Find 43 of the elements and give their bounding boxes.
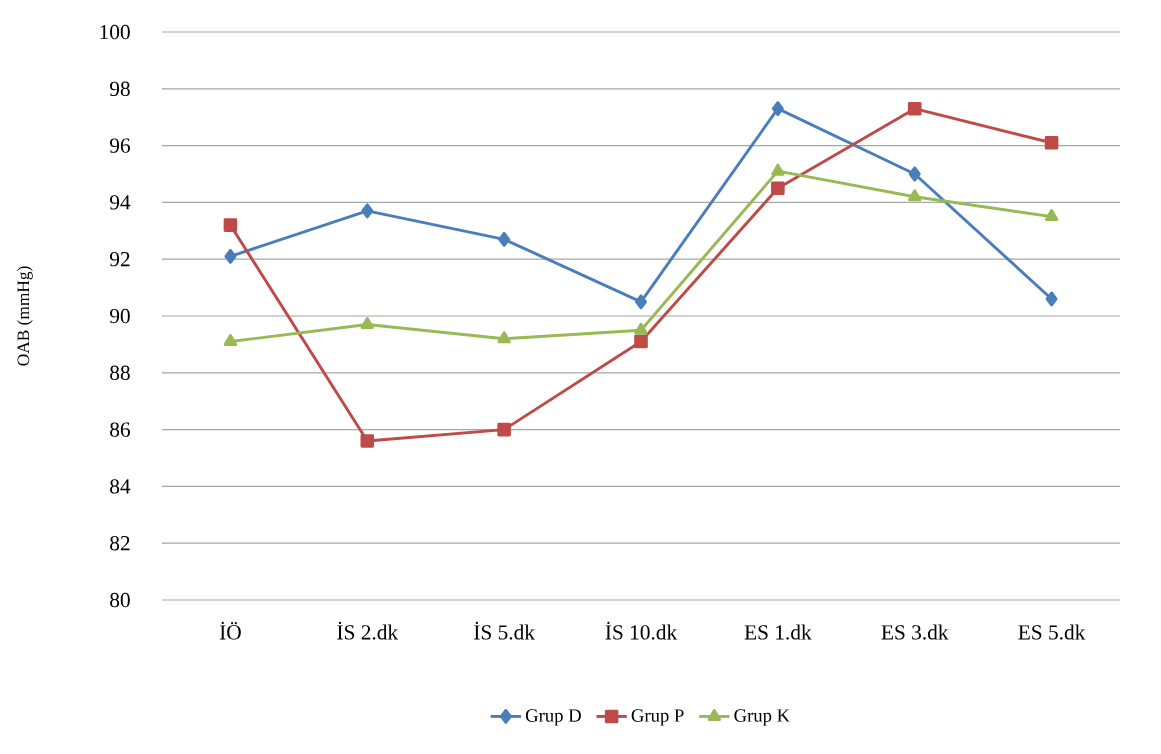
y-tick-label: 80 bbox=[110, 592, 130, 608]
y-tick-label: 98 bbox=[109, 81, 130, 96]
x-tick-label: ES 1.dk bbox=[744, 624, 812, 640]
y-tick-label: 84 bbox=[110, 479, 131, 494]
point bbox=[634, 322, 648, 335]
legend-label: Grup D bbox=[525, 709, 581, 726]
point bbox=[771, 163, 785, 176]
x-tick-label: ES 5.dk bbox=[1018, 624, 1086, 640]
legend-label: Grup K bbox=[734, 709, 790, 726]
point bbox=[1045, 291, 1058, 307]
point bbox=[360, 434, 375, 448]
x-tick-label: İS 10.dk bbox=[605, 621, 678, 640]
point bbox=[497, 422, 511, 437]
point bbox=[907, 101, 922, 116]
point bbox=[771, 101, 784, 117]
y-tick-label: 90 bbox=[109, 308, 130, 324]
point bbox=[634, 334, 648, 349]
point bbox=[497, 331, 511, 344]
x-tick-label: ES 3.dk bbox=[881, 624, 949, 640]
x-tick-label: İS 5.dk bbox=[474, 621, 535, 640]
point bbox=[908, 166, 921, 182]
point bbox=[908, 189, 922, 202]
point bbox=[224, 248, 237, 264]
y-tick-label: 88 bbox=[110, 365, 130, 380]
y-tick-label: 92 bbox=[109, 252, 130, 267]
point bbox=[1044, 135, 1059, 150]
y-tick-label: 94 bbox=[109, 195, 131, 210]
point bbox=[360, 317, 374, 329]
legend-label: Grup P bbox=[631, 709, 684, 726]
point bbox=[771, 181, 785, 195]
y-axis-title: OAB (mmHg) bbox=[16, 266, 33, 366]
point bbox=[223, 218, 238, 232]
point bbox=[635, 294, 647, 310]
point bbox=[361, 203, 374, 219]
point bbox=[498, 231, 511, 247]
y-tick-label: 100 bbox=[100, 24, 130, 40]
y-tick-label: 86 bbox=[110, 422, 130, 437]
x-tick-label: İÖ bbox=[219, 621, 241, 640]
point bbox=[223, 334, 238, 347]
y-tick-label: 82 bbox=[110, 536, 130, 551]
x-tick-label: İS 2.dk bbox=[337, 621, 399, 640]
y-tick-label: 96 bbox=[109, 138, 130, 153]
point bbox=[1044, 209, 1059, 222]
